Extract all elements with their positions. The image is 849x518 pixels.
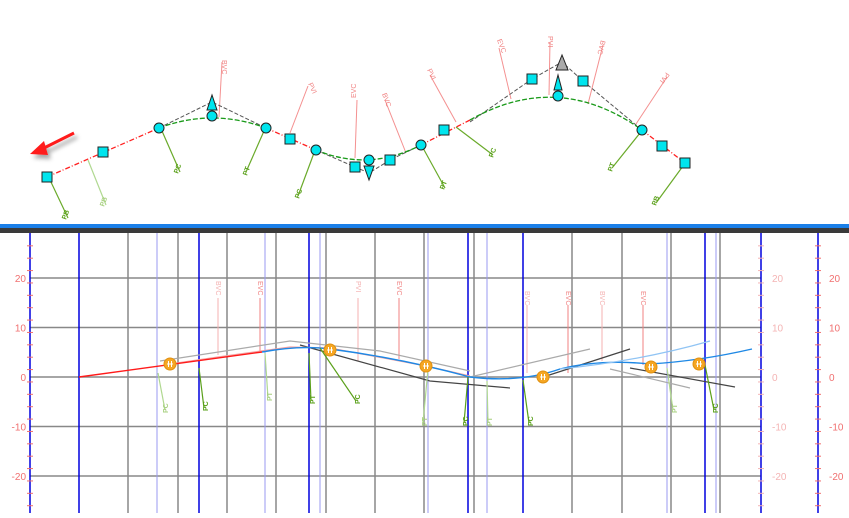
pvi-grip[interactable] bbox=[692, 357, 706, 371]
splitter-bar bbox=[0, 228, 849, 233]
profile-geometry-label: PT bbox=[672, 403, 679, 413]
profile-geometry-labels: PC PC PT PT PC PT PC PT PC PT PC bbox=[163, 391, 720, 426]
axis-tick-label: -10 bbox=[12, 423, 27, 434]
station-label: PVI bbox=[546, 36, 553, 47]
geometry-label: PB bbox=[99, 196, 109, 208]
profile-label: EVC bbox=[639, 291, 646, 305]
profile-drawing: 20 20 20 10 10 10 0 0 0 -10 -10 -10 -20 -20 -20 BVC EV… bbox=[12, 233, 844, 513]
alignment[interactable] bbox=[46, 96, 686, 178]
station-label: BVC bbox=[380, 92, 392, 108]
station-leaders bbox=[218, 41, 668, 159]
profile-axes: 20 20 20 10 10 10 0 0 0 -10 -10 -10 -20 -20 -20 bbox=[12, 245, 844, 507]
splitter-highlight bbox=[0, 224, 849, 228]
profile-label: BVC bbox=[214, 281, 221, 295]
vertical-labels: BVC EVC PVI EVC BVC EVC BVC EVC bbox=[214, 281, 646, 305]
station-label: BVC bbox=[220, 60, 227, 74]
alignment-grips[interactable] bbox=[41, 53, 691, 183]
pi-tangents bbox=[158, 61, 643, 174]
profile-grid bbox=[29, 233, 819, 513]
profile-label: BVC bbox=[598, 291, 605, 305]
profile-geometry-label: PC bbox=[713, 403, 720, 413]
axis-tick-label: 0 bbox=[772, 373, 778, 384]
profile-label: PVI bbox=[354, 281, 361, 292]
vertical-markers bbox=[217, 298, 644, 373]
alignment-plan-drawing: BVC PVI EVC BVC PVI EVC PVI BVC PVI PB P… bbox=[30, 36, 691, 221]
axis-tick-label: 0 bbox=[20, 373, 26, 384]
profile-geometry-label: PT bbox=[267, 391, 274, 401]
geometry-leaders bbox=[49, 126, 684, 219]
profile-geometry-label: PC bbox=[355, 394, 362, 404]
plan-view-viewport[interactable]: BVC PVI EVC BVC PVI EVC PVI BVC PVI PB P… bbox=[0, 0, 849, 224]
geometry-label: PC bbox=[294, 188, 304, 200]
station-label: EVC bbox=[351, 84, 358, 98]
profile-leaders bbox=[157, 347, 715, 424]
geometry-label: PC bbox=[488, 147, 498, 159]
profile-geometry-label: PC bbox=[163, 403, 170, 413]
pvi-grip[interactable] bbox=[419, 359, 433, 373]
pvi-grip[interactable] bbox=[163, 357, 177, 371]
geometry-label: PT bbox=[439, 179, 449, 190]
profile-geometry-label: PC bbox=[463, 416, 470, 426]
station-label: PVI bbox=[425, 68, 436, 81]
axis-tick-label: 10 bbox=[15, 324, 27, 335]
axis-tick-label: -20 bbox=[772, 472, 787, 483]
axis-tick-label: -10 bbox=[772, 423, 787, 434]
geometry-label: PB bbox=[651, 195, 661, 207]
station-label: PVI bbox=[306, 82, 317, 95]
axis-tick-label: -10 bbox=[829, 423, 844, 434]
axis-tick-label: 20 bbox=[772, 274, 784, 285]
pvi-grips[interactable] bbox=[163, 343, 706, 384]
axis-tick-label: -20 bbox=[12, 472, 27, 483]
profile-geometry-label: PT bbox=[422, 416, 429, 426]
station-label: PVI bbox=[658, 71, 670, 84]
profile-geometry-label: PC bbox=[528, 416, 535, 426]
geometry-label: PB bbox=[61, 209, 71, 221]
pvi-grip[interactable] bbox=[644, 360, 658, 374]
profile-label: EVC bbox=[564, 291, 571, 305]
station-label: BVC bbox=[595, 39, 605, 55]
geometry-label: PC bbox=[173, 163, 183, 175]
axis-tick-label: 10 bbox=[772, 324, 784, 335]
geometry-labels: PB PB PC PT PC PT PC PT PB bbox=[61, 147, 661, 221]
axis-tick-label: 20 bbox=[15, 274, 27, 285]
profile-geometry-label: PC bbox=[203, 401, 210, 411]
profile-view-viewport[interactable]: 20 20 20 10 10 10 0 0 0 -10 -10 -10 -20 -20 -20 BVC EV… bbox=[0, 233, 849, 513]
profile-label: EVC bbox=[395, 281, 402, 295]
geometry-label: PT bbox=[607, 161, 617, 172]
station-label: EVC bbox=[495, 38, 507, 54]
viewport-splitter[interactable] bbox=[0, 224, 849, 233]
geometry-label: PT bbox=[242, 165, 252, 176]
profile-geometry-label: PT bbox=[310, 394, 317, 404]
axis-tick-label: 20 bbox=[829, 274, 841, 285]
axis-tick-label: 10 bbox=[829, 324, 841, 335]
pvi-grip[interactable] bbox=[323, 343, 337, 357]
axis-tick-label: 0 bbox=[829, 373, 835, 384]
axis-tick-label: -20 bbox=[829, 472, 844, 483]
pvi-grip[interactable] bbox=[536, 370, 550, 384]
arrow-left-down-icon bbox=[30, 131, 75, 155]
profile-label: BVC bbox=[523, 291, 530, 305]
profile-geometry-label: PT bbox=[487, 416, 494, 426]
profile-label: EVC bbox=[256, 281, 263, 295]
